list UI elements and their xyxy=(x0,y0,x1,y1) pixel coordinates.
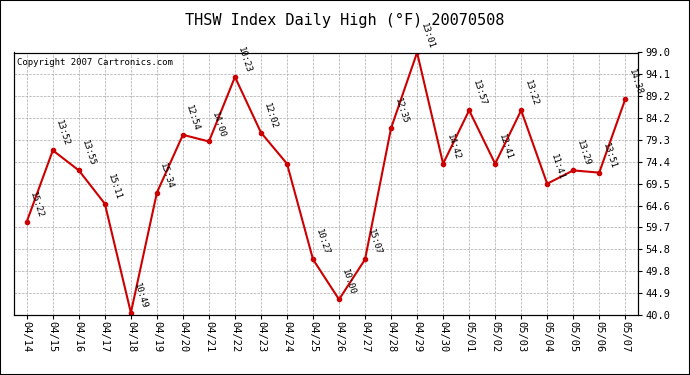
Text: Copyright 2007 Cartronics.com: Copyright 2007 Cartronics.com xyxy=(17,58,172,67)
Text: 10:23: 10:23 xyxy=(237,46,253,74)
Text: 13:51: 13:51 xyxy=(600,141,618,170)
Text: 13:52: 13:52 xyxy=(55,119,71,148)
Text: 15:34: 15:34 xyxy=(158,162,175,190)
Text: 13:57: 13:57 xyxy=(471,79,487,108)
Text: 12:02: 12:02 xyxy=(262,102,279,130)
Text: 12:35: 12:35 xyxy=(393,97,409,125)
Text: 13:01: 13:01 xyxy=(418,21,435,50)
Text: 15:07: 15:07 xyxy=(366,228,384,256)
Text: 14:38: 14:38 xyxy=(627,68,644,96)
Text: 14:42: 14:42 xyxy=(444,133,462,161)
Text: 12:41: 12:41 xyxy=(497,133,513,161)
Text: 10:27: 10:27 xyxy=(315,228,331,256)
Text: 10:49: 10:49 xyxy=(132,282,149,310)
Text: 10:00: 10:00 xyxy=(340,268,357,297)
Text: 13:55: 13:55 xyxy=(80,139,97,168)
Text: 11:41: 11:41 xyxy=(549,153,565,181)
Text: 13:29: 13:29 xyxy=(575,139,591,168)
Text: 15:11: 15:11 xyxy=(106,172,123,201)
Text: THSW Index Daily High (°F) 20070508: THSW Index Daily High (°F) 20070508 xyxy=(186,13,504,28)
Text: 13:22: 13:22 xyxy=(522,79,540,108)
Text: 14:00: 14:00 xyxy=(210,110,227,139)
Text: 15:22: 15:22 xyxy=(28,190,45,219)
Text: 12:54: 12:54 xyxy=(184,104,201,132)
